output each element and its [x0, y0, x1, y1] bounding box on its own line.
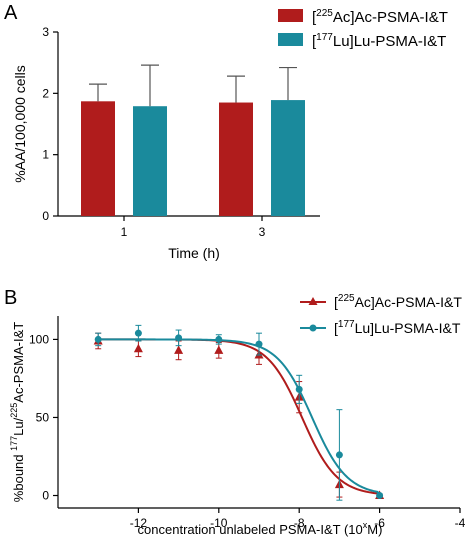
a-bar	[133, 106, 167, 216]
legend-a-label-ac: [225Ac]Ac-PSMA-I&T	[312, 8, 448, 26]
panel-b-plot: 0 50 100 -12 -10 -8 -6 -4	[29, 316, 466, 530]
panel-b-xlabel: concentration unlabeled PSMA-I&T (10xM)	[138, 520, 383, 537]
a-y-tick-label: 1	[42, 148, 49, 162]
b-data-point	[174, 345, 184, 354]
legend-a-swatch-lu	[278, 33, 303, 46]
a-x-tick-label: 3	[259, 225, 266, 239]
a-bar	[81, 101, 115, 216]
legend-a-label-lu: [177Lu]Lu-PSMA-I&T	[312, 32, 446, 50]
legend-b-sup-lu: 177	[338, 319, 355, 330]
b-x-tick-label: -4	[455, 516, 466, 530]
legend-a-sup-lu: 177	[316, 32, 333, 43]
panel-a-label: A	[4, 2, 18, 24]
b-y-tick-label: 0	[42, 489, 49, 503]
a-bar	[219, 102, 253, 216]
b-data-point	[215, 335, 223, 343]
b-data-point	[295, 385, 303, 393]
legend-b-label-lu: [177Lu]Lu-PSMA-I&T	[334, 319, 461, 336]
b-data-point	[94, 335, 102, 343]
panel-a-xlabel: Time (h)	[168, 245, 220, 261]
panel-b-label: B	[4, 287, 17, 309]
b-x-tick-label: -8	[294, 516, 305, 530]
legend-a-swatch-ac	[278, 9, 303, 22]
a-y-tick-label: 3	[42, 25, 49, 39]
b-data-point	[335, 451, 343, 459]
legend-b-label-ac: [225Ac]Ac-PSMA-I&T	[334, 293, 462, 310]
b-data-point	[376, 492, 384, 500]
legend-a-sup-ac: 225	[316, 8, 333, 19]
a-x-tick-label: 1	[121, 225, 128, 239]
b-x-tick-label: -12	[130, 516, 148, 530]
legend-b-marker-ac	[308, 297, 318, 305]
a-y-tick-label: 2	[42, 86, 49, 100]
b-data-point	[175, 334, 183, 342]
a-y-tick-label: 0	[42, 209, 49, 223]
panel-a: A [225Ac]Ac-PSMA-I&T [177Lu]Lu-PSMA-I&T …	[4, 2, 448, 261]
b-fit-curve	[98, 338, 381, 497]
b-y-tick-label: 50	[36, 410, 50, 424]
b-x-tick-label: -6	[374, 516, 385, 530]
legend-b-sup-ac: 225	[338, 293, 355, 304]
panel-b-legend: [225Ac]Ac-PSMA-I&T [177Lu]Lu-PSMA-I&T	[300, 293, 462, 336]
b-data-point	[214, 345, 224, 354]
panel-b: B [225Ac]Ac-PSMA-I&T [177Lu]Lu-PSMA-I&T …	[4, 287, 466, 537]
b-y-tick-label: 100	[29, 332, 49, 346]
b-data-point	[255, 340, 263, 348]
panel-a-legend: [225Ac]Ac-PSMA-I&T [177Lu]Lu-PSMA-I&T	[278, 8, 448, 50]
b-x-tick-label: -10	[210, 516, 228, 530]
b-data-point	[134, 329, 142, 337]
panel-a-plot: 0 1 2 3 1 3	[42, 25, 320, 239]
a-bar	[271, 100, 305, 216]
panel-a-ylabel: %AA/100,000 cells	[12, 65, 28, 183]
legend-b-marker-lu	[309, 324, 317, 332]
b-data-point	[133, 343, 143, 353]
panel-b-ylabel: %bound 177Lu/225Ac-PSMA-I&T	[9, 322, 26, 502]
